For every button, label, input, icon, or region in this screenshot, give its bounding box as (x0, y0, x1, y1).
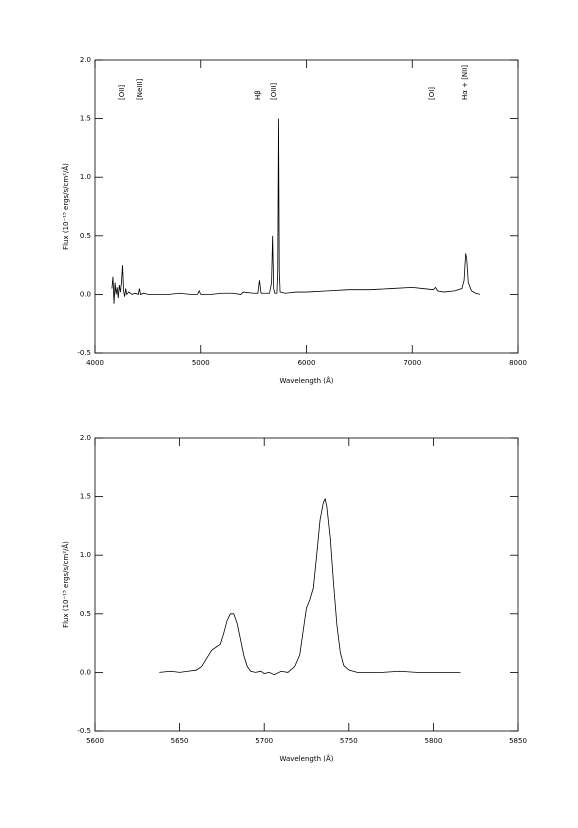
line-annotation: [OIII] (270, 83, 278, 100)
x-tick-label: 6000 (298, 359, 316, 367)
y-tick-label: 0.5 (80, 610, 91, 618)
x-tick-label: 5650 (171, 737, 189, 745)
y-tick-label: -0.5 (77, 349, 91, 357)
y-tick-label: 2.0 (80, 434, 91, 442)
x-tick-label: 5850 (509, 737, 527, 745)
x-tick-label: 5000 (192, 359, 210, 367)
y-tick-label: 0.0 (80, 290, 91, 298)
x-tick-label: 5750 (340, 737, 358, 745)
x-tick-label: 4000 (86, 359, 104, 367)
x-tick-label: 5800 (424, 737, 442, 745)
y-axis-label: Flux (10⁻¹⁵ ergs/s/cm²/Å) (61, 163, 70, 250)
spectrum-line (111, 118, 481, 304)
y-tick-label: 1.5 (80, 115, 91, 123)
line-annotation: Hβ (254, 90, 262, 100)
x-tick-label: 5700 (255, 737, 273, 745)
line-annotation: Hα + [NII] (461, 65, 469, 100)
y-tick-label: -0.5 (77, 727, 91, 735)
x-axis-label: Wavelength (Å) (279, 754, 333, 763)
x-tick-label: 7000 (403, 359, 421, 367)
line-annotation: [OII] (118, 85, 126, 100)
line-annotation: [NeIII] (136, 79, 144, 100)
y-tick-label: 1.5 (80, 493, 91, 501)
y-tick-label: 0.0 (80, 668, 91, 676)
plot-frame (94, 437, 519, 732)
spectrum-line (159, 497, 461, 676)
plot-frame (94, 59, 519, 354)
y-tick-label: 0.5 (80, 232, 91, 240)
x-axis-label: Wavelength (Å) (279, 376, 333, 385)
y-tick-label: 1.0 (80, 551, 91, 559)
y-axis-label: Flux (10⁻¹⁵ ergs/s/cm²/Å) (61, 541, 70, 628)
line-annotation: [OI] (428, 87, 436, 100)
x-tick-label: 5600 (86, 737, 104, 745)
y-tick-label: 1.0 (80, 173, 91, 181)
y-tick-label: 2.0 (80, 56, 91, 64)
x-tick-label: 8000 (509, 359, 527, 367)
